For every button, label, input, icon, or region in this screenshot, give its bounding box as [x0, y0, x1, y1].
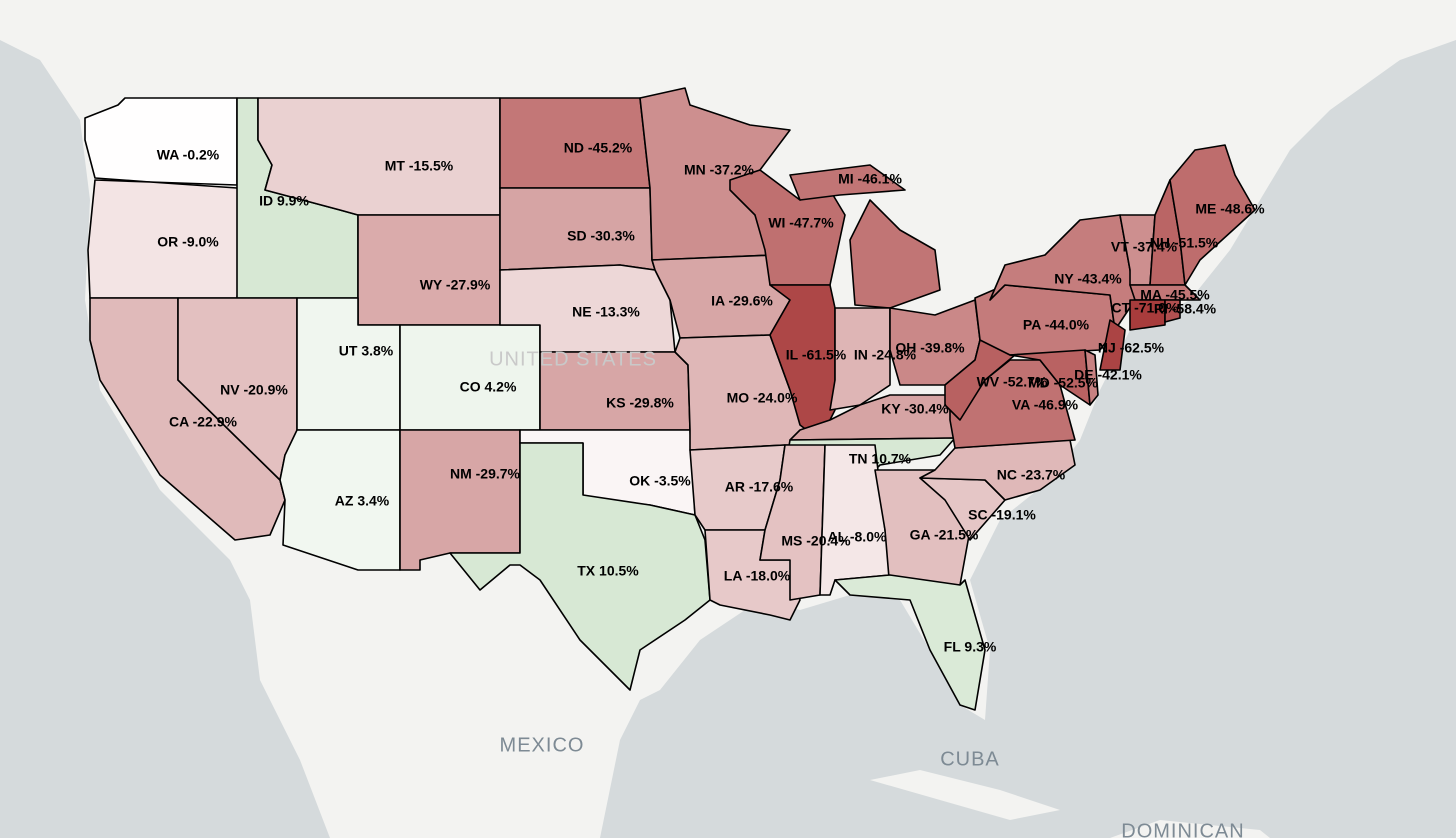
- state: [834, 574, 986, 711]
- state-label: SC -19.1%: [968, 507, 1036, 523]
- state-label: GA -21.5%: [910, 527, 979, 543]
- state-label: KY -30.4%: [881, 401, 949, 417]
- state-label: TX 10.5%: [577, 563, 639, 579]
- state-label: WV -52.7%: [977, 374, 1048, 390]
- island: [870, 770, 1060, 820]
- state-label: NV -20.9%: [220, 382, 288, 398]
- state-label: ND -45.2%: [564, 140, 633, 156]
- state-label: NM -29.7%: [450, 466, 521, 482]
- state-label: NC -23.7%: [997, 467, 1066, 483]
- state-label: IN -24.8%: [854, 347, 917, 363]
- state-label: MD -52.5%: [1028, 375, 1099, 391]
- basemap-label: CUBA: [940, 748, 1000, 770]
- state-label: RI -58.4%: [1154, 301, 1217, 317]
- basemap-label: MEXICO: [500, 734, 585, 756]
- state-label: AL -8.0%: [828, 529, 887, 545]
- state-label: MO -24.0%: [727, 390, 798, 406]
- state-label: WY -27.9%: [420, 277, 491, 293]
- state-label: VT -37.4%: [1111, 239, 1178, 255]
- state-label: LA -18.0%: [724, 568, 791, 584]
- state-label: MI -46.1%: [838, 171, 902, 187]
- state-label: AZ 3.4%: [335, 493, 390, 509]
- state-label: IA -29.6%: [711, 293, 773, 309]
- state-label: MS -20.4%: [781, 533, 851, 549]
- state: [1169, 144, 1256, 286]
- state-label: NY -43.4%: [1054, 271, 1122, 287]
- state: [84, 97, 238, 186]
- state-label: FL 9.3%: [944, 639, 997, 655]
- state-label: TN 10.7%: [849, 451, 912, 467]
- state-label: OH -39.8%: [895, 340, 965, 356]
- state-label: NJ -62.5%: [1098, 340, 1165, 356]
- state-label: IL -61.5%: [786, 347, 847, 363]
- state-label: CT -71.0%: [1112, 300, 1179, 316]
- state-label: ID 9.9%: [259, 193, 309, 209]
- state: [1129, 299, 1166, 331]
- state-label: OR -9.0%: [157, 234, 219, 250]
- state: [789, 164, 941, 309]
- state-label: MT -15.5%: [385, 158, 454, 174]
- state: [357, 214, 501, 326]
- state-label: CA -22.9%: [169, 414, 238, 430]
- state-label: ME -48.6%: [1195, 201, 1265, 217]
- state-label: CO 4.2%: [460, 379, 517, 395]
- state-label: UT 3.8%: [339, 343, 394, 359]
- state: [1084, 349, 1099, 406]
- basemap-label: UNITED STATES: [489, 348, 657, 370]
- state-label: WI -47.7%: [768, 215, 834, 231]
- state-label: AR -17.6%: [725, 479, 794, 495]
- state-label: DE -42.1%: [1074, 367, 1142, 383]
- state: [449, 442, 711, 691]
- state-label: PA -44.0%: [1023, 317, 1090, 333]
- state: [1164, 299, 1181, 323]
- state: [1129, 284, 1201, 301]
- state-label: VA -46.9%: [1012, 397, 1079, 413]
- state-label: NH -51.5%: [1150, 235, 1219, 251]
- state-label: KS -29.8%: [606, 395, 674, 411]
- states: [84, 87, 1256, 711]
- state-label: WA -0.2%: [157, 147, 220, 163]
- state-labels: WA -0.2% OR -9.0% CA -22.9% ID 9.9% NV -20.9…: [157, 140, 1265, 655]
- state-label: SD -30.3%: [567, 228, 635, 244]
- state-label: NE -13.3%: [572, 304, 640, 320]
- state: [1099, 319, 1126, 371]
- state: [399, 429, 521, 571]
- basemap-label: DOMINICAN: [1121, 820, 1244, 838]
- state-label: OK -3.5%: [629, 473, 691, 489]
- state: [399, 324, 541, 431]
- state-label: MN -37.2%: [684, 162, 755, 178]
- state-label: MA -45.5%: [1140, 287, 1210, 303]
- island: [1110, 820, 1270, 838]
